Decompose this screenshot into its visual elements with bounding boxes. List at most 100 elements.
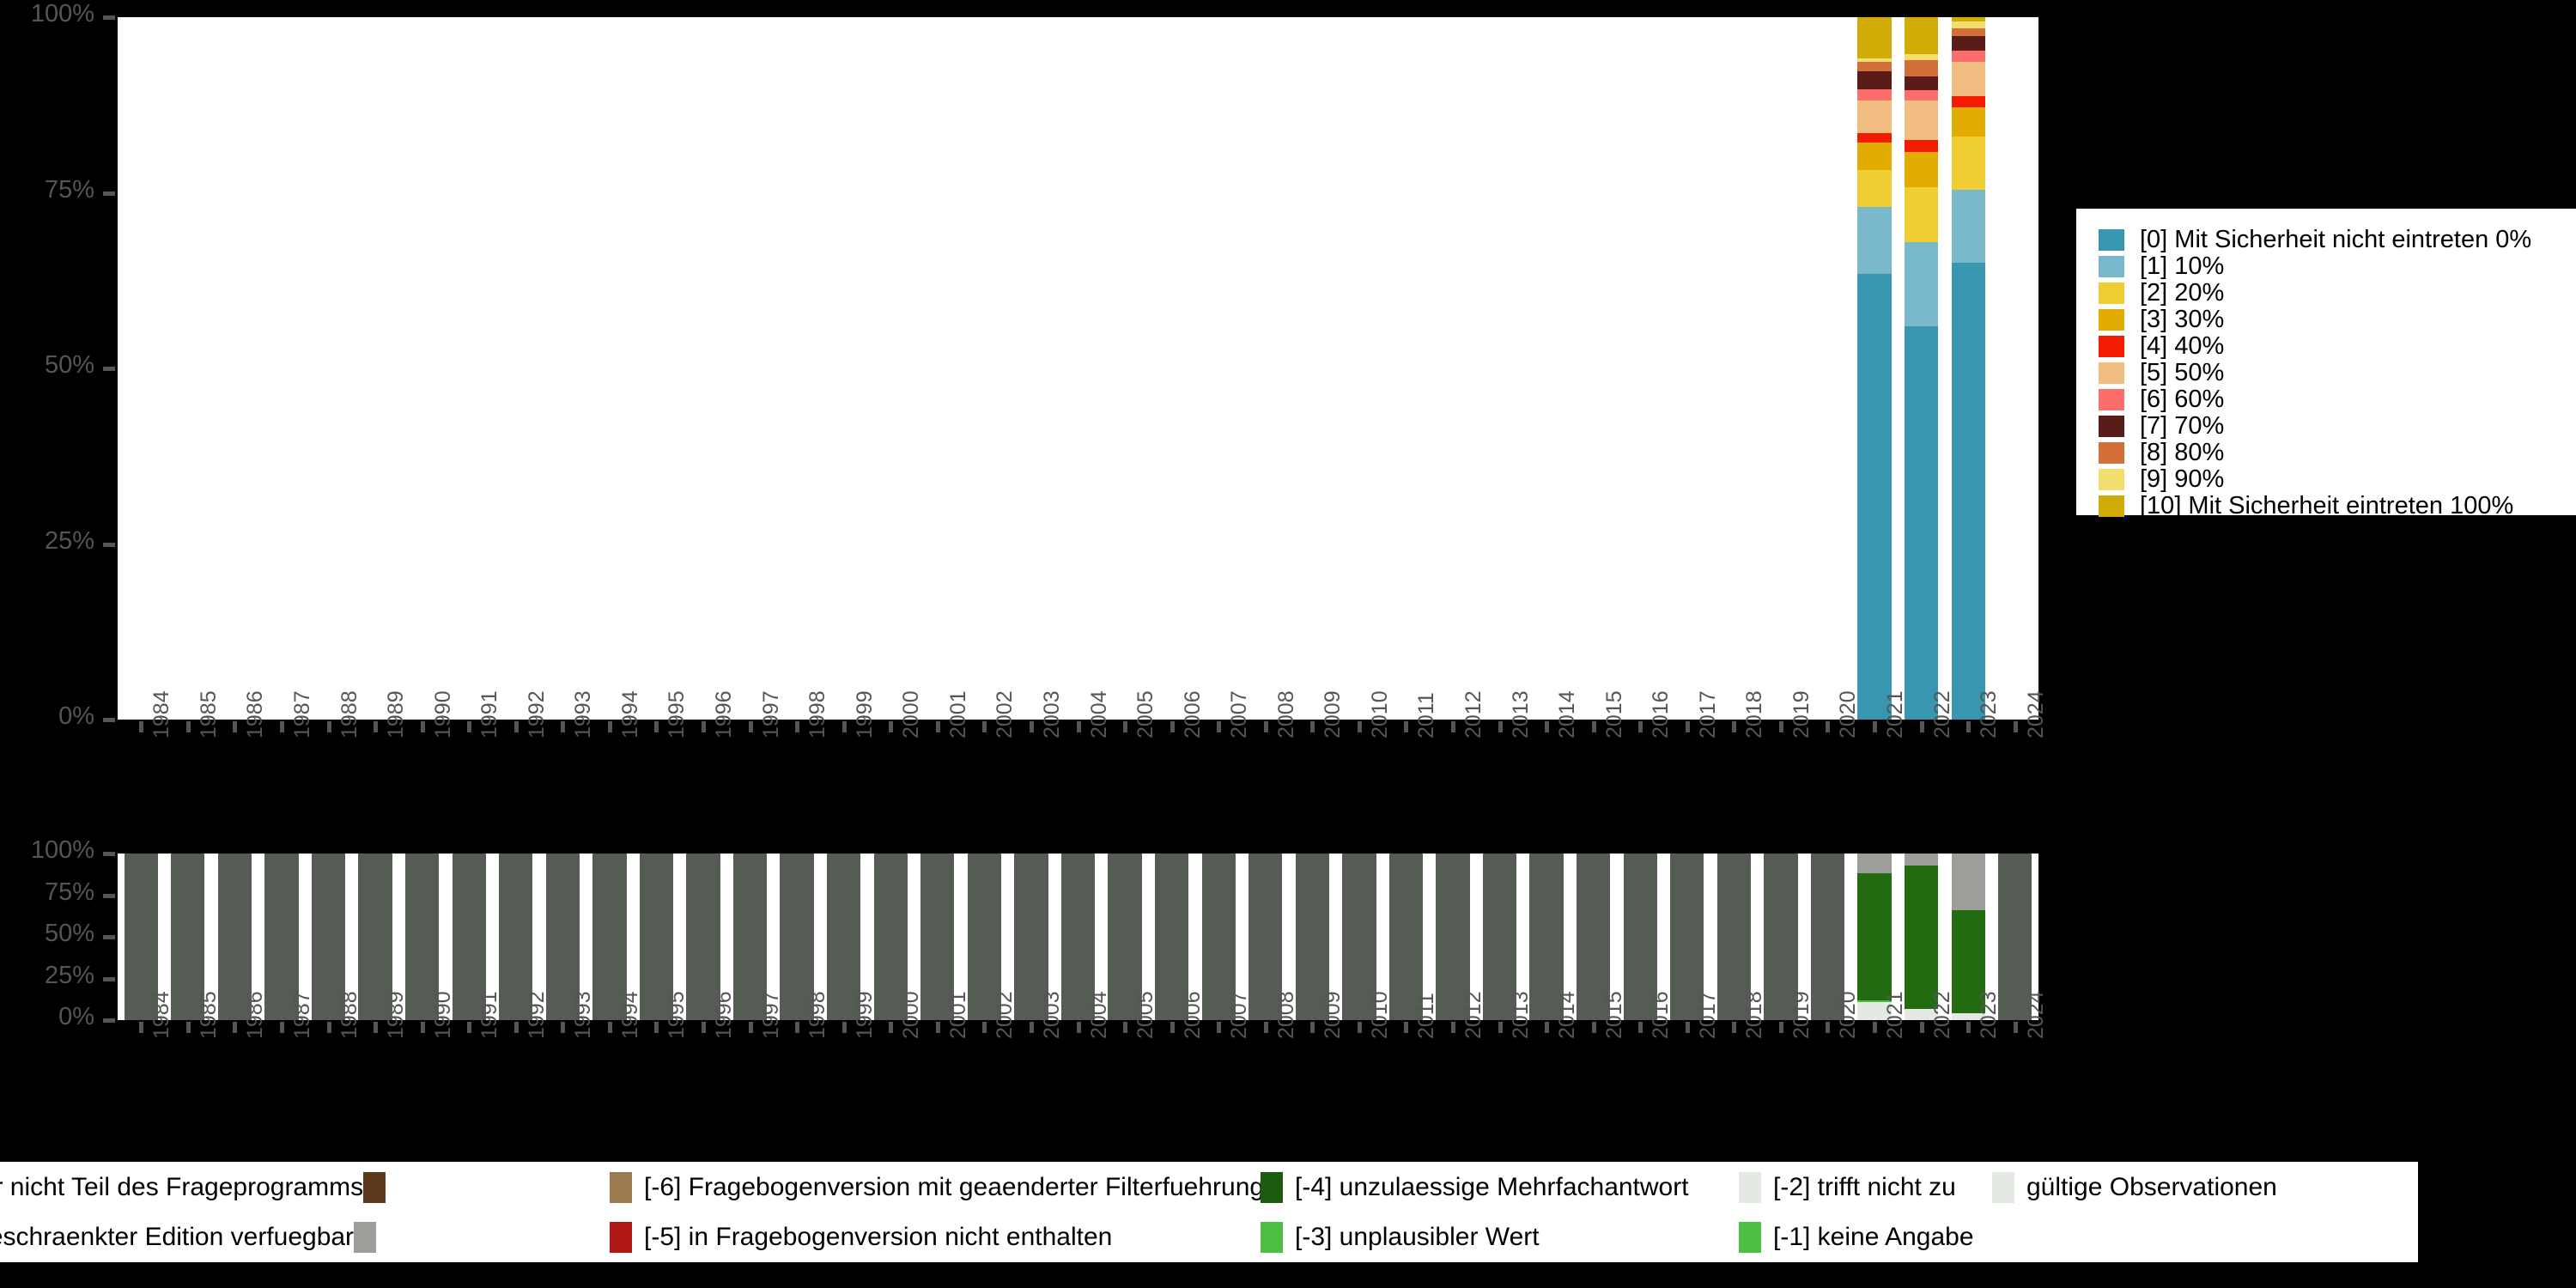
missing-legend-item[interactable]: [-4] unzulaessige Mehrfachantwort [1261,1170,1689,1205]
x-tick-mark [654,1022,659,1033]
legend-item[interactable]: [10] Mit Sicherheit eintreten 100% [2099,494,2513,519]
legend-item[interactable]: [1] 10% [2099,254,2224,279]
x-tick-mark [1545,1022,1550,1033]
x-tick-mark [1263,1022,1268,1033]
bar-segment [1951,95,1985,107]
bottom-bar-1991 [452,854,486,1020]
x-tick-mark [1919,1022,1924,1033]
bar-segment [1951,190,1985,264]
bottom-bar-1988 [311,854,346,1020]
bar-segment-not-collected [1342,854,1376,1020]
bottom-bar-2013 [1482,854,1517,1020]
legend-item[interactable]: [8] 80% [2099,440,2224,465]
bottom-bar-2017 [1670,854,1704,1020]
x-tick-label-1985: 1985 [196,690,221,738]
legend-item[interactable]: [3] 30% [2099,307,2224,332]
bar-segment-not-collected [639,854,674,1020]
x-tick-label-2013: 2013 [1508,690,1533,738]
bottom-bar-2019 [1764,854,1798,1020]
bottom-bar-2010 [1342,854,1376,1020]
x-tick-mark [1638,721,1643,732]
x-tick-label-2020: 2020 [1836,690,1861,738]
stacked-bar [873,854,908,1020]
x-tick-label-2024: 2024 [2023,991,2048,1039]
x-tick-label-2011: 2011 [1414,993,1439,1039]
bar-segment [1951,50,1985,63]
bar-segment [1904,59,1939,76]
x-tick-mark [1591,1022,1596,1033]
x-tick-label-1986: 1986 [243,690,268,738]
bar-segment [1904,854,1939,866]
bottom-bar-1985 [171,854,205,1020]
x-tick-label-2013: 2013 [1508,991,1533,1039]
bar-segment-not-collected [1014,854,1048,1020]
legend-item[interactable]: [5] 50% [2099,361,2224,386]
y-tick-label: 75% [44,175,94,204]
bar-segment-not-collected [264,854,299,1020]
legend-item[interactable]: [4] 40% [2099,332,2225,360]
stacked-bar [545,854,580,1020]
x-tick-label-1996: 1996 [712,690,736,738]
missing-legend-item[interactable]: [-6] Fragebogenversion mit geaenderter F… [610,1170,1264,1205]
x-tick-label-2007: 2007 [1227,991,1252,1039]
x-tick-label-1991: 1991 [477,991,502,1039]
missing-legend-item[interactable]: [-3] unplausibler Wert [1261,1220,1540,1255]
x-tick-label-1992: 1992 [524,690,549,738]
x-tick-label-2017: 2017 [1695,690,1720,738]
legend-item[interactable]: [6] 60% [2099,386,2225,413]
bar-segment [1904,1009,1939,1020]
legend-item[interactable]: [0] Mit Sicherheit nicht eintreten 0% [2099,228,2531,252]
x-tick-mark [1170,1022,1175,1033]
x-tick-label-2022: 2022 [1929,991,1954,1039]
y-tick-mark [103,15,115,20]
missing-legend-item[interactable]: gültige Observationen [1992,1170,2277,1205]
x-tick-label-2010: 2010 [1367,991,1392,1039]
x-tick-label-2007: 2007 [1227,690,1252,738]
bar-segment [1904,100,1939,141]
stacked-bar [592,854,627,1020]
bottom-bar-1997 [732,854,768,1020]
x-tick-label-2022: 2022 [1929,690,1954,738]
x-tick-mark [795,721,800,732]
bar-segment [1857,133,1892,143]
bar-segment-not-collected [732,854,768,1020]
legend-item[interactable]: [2] 20% [2099,281,2224,306]
x-tick-label-2015: 2015 [1601,991,1626,1039]
stacked-bar [311,854,346,1020]
y-tick-mark [103,893,115,898]
missing-legend-item[interactable]: age in diesem Jahr nicht Teil des Fragep… [0,1170,386,1205]
legend-item-label: [6] 60% [2140,386,2225,413]
bar-segment [1857,58,1892,62]
x-tick-mark [1076,1022,1081,1033]
x-tick-label-1998: 1998 [805,991,830,1039]
bar-segment-not-collected [311,854,346,1020]
y-tick-label: 100% [30,0,94,27]
x-tick-mark [139,1022,144,1033]
missing-legend-item[interactable]: [-2] trifft nicht zu [1739,1170,1956,1205]
x-tick-mark [1498,1022,1503,1033]
x-tick-mark [279,1022,284,1033]
x-tick-label-1988: 1988 [337,690,361,738]
legend-item-label: [4] 40% [2140,332,2225,360]
x-tick-label-2016: 2016 [1649,991,1674,1039]
x-tick-label-2006: 2006 [1180,690,1205,738]
missing-legend-item[interactable]: ur in weniger eingeschraenkter Edition v… [0,1220,377,1255]
stacked-bar [1670,854,1704,1020]
legend-item[interactable]: [7] 70% [2099,414,2224,439]
x-tick-mark [654,721,659,732]
x-tick-mark [326,721,331,732]
bar-segment [1951,36,1985,51]
x-tick-mark [1685,721,1690,732]
bottom-bar-1999 [827,854,861,1020]
missing-legend-item[interactable]: [-5] in Fragebogenversion nicht enthalte… [610,1220,1112,1255]
missing-values-legend: age in diesem Jahr nicht Teil des Fragep… [0,1162,2418,1262]
x-tick-label-1993: 1993 [571,991,596,1039]
y-tick-mark [103,191,115,196]
bar-segment [1951,1013,1985,1020]
x-tick-label-1996: 1996 [712,991,736,1039]
missing-legend-item[interactable]: [-1] keine Angabe [1739,1220,1974,1255]
x-tick-mark [1170,721,1175,732]
legend-item[interactable]: [9] 90% [2099,467,2224,492]
stacked-bar [639,854,674,1020]
y-tick-label: 0% [58,702,94,730]
